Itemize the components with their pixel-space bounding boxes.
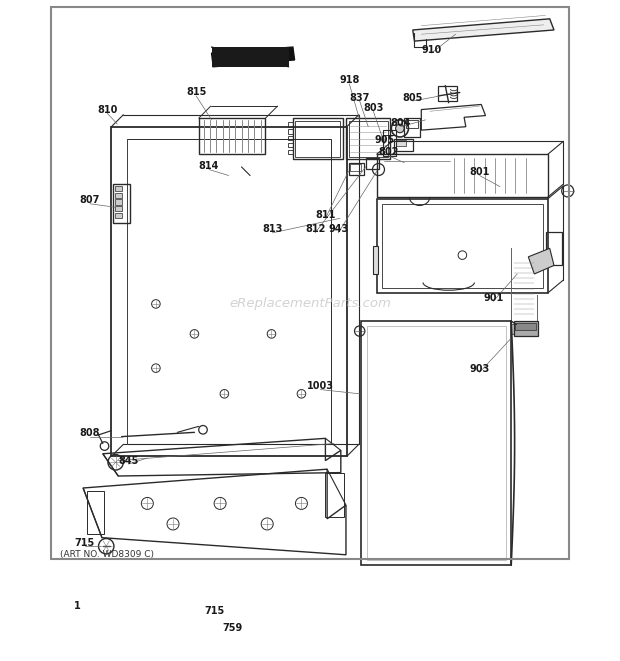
Text: eReplacementParts.com: eReplacementParts.com [229, 297, 391, 311]
Text: 1003: 1003 [307, 381, 334, 391]
Bar [382, 204, 543, 288]
Bar [348, 163, 364, 175]
Bar [377, 198, 548, 293]
Text: 807: 807 [80, 196, 100, 206]
Polygon shape [413, 19, 554, 41]
Text: 811: 811 [315, 210, 335, 220]
Bar [115, 200, 122, 205]
Bar [112, 127, 347, 456]
Text: 715: 715 [74, 538, 95, 548]
Bar [115, 192, 122, 198]
Bar [288, 150, 293, 154]
Bar [546, 231, 562, 264]
Text: 864: 864 [237, 54, 258, 63]
Bar [394, 139, 413, 151]
Polygon shape [512, 324, 537, 334]
Text: 918: 918 [339, 75, 360, 85]
Bar [115, 186, 122, 191]
Bar [293, 118, 342, 159]
Bar [87, 491, 104, 534]
Bar [350, 165, 360, 171]
Text: 813: 813 [262, 225, 283, 235]
Text: 715: 715 [204, 606, 224, 616]
Bar [515, 323, 536, 330]
Bar [366, 326, 506, 560]
Bar [115, 206, 122, 212]
Text: 943: 943 [328, 225, 348, 235]
Bar [288, 136, 293, 140]
Bar [288, 122, 293, 127]
Bar [296, 121, 340, 157]
Bar [361, 321, 512, 565]
Text: 837: 837 [350, 93, 370, 102]
Bar [406, 120, 418, 128]
Text: 803: 803 [363, 103, 384, 113]
Bar [438, 86, 458, 101]
Bar [198, 118, 265, 154]
Bar [91, 588, 113, 605]
Text: 845: 845 [118, 455, 139, 465]
Text: 801: 801 [469, 167, 490, 177]
Bar [346, 118, 391, 159]
Circle shape [396, 124, 404, 133]
Bar [288, 130, 293, 134]
Bar [113, 184, 130, 223]
Text: 910: 910 [422, 45, 441, 55]
Text: 814: 814 [199, 161, 219, 171]
Bar [348, 121, 388, 157]
Text: 905: 905 [374, 136, 394, 145]
Bar [326, 473, 344, 517]
Bar [288, 143, 293, 147]
Bar [377, 154, 548, 197]
Text: 901: 901 [483, 293, 503, 303]
Polygon shape [211, 47, 294, 67]
Text: 812: 812 [305, 225, 326, 235]
Text: 815: 815 [186, 87, 206, 97]
Text: 802: 802 [379, 147, 399, 157]
Bar [404, 118, 420, 137]
Text: 808: 808 [80, 428, 100, 438]
Bar [115, 214, 122, 218]
Bar [211, 47, 288, 67]
Text: 810: 810 [97, 104, 117, 114]
Text: 903: 903 [469, 364, 490, 374]
Text: 804: 804 [391, 118, 411, 128]
Bar [366, 159, 379, 169]
Bar [514, 321, 538, 336]
Text: 759: 759 [223, 623, 243, 633]
Text: 1: 1 [74, 601, 81, 611]
Text: (ART NO. WD8309 C): (ART NO. WD8309 C) [60, 550, 154, 559]
Bar [396, 140, 406, 145]
Bar [373, 246, 378, 274]
Bar [383, 130, 396, 156]
Text: 805: 805 [402, 93, 423, 102]
Polygon shape [528, 249, 554, 274]
Bar [89, 586, 115, 617]
Bar [126, 139, 332, 444]
